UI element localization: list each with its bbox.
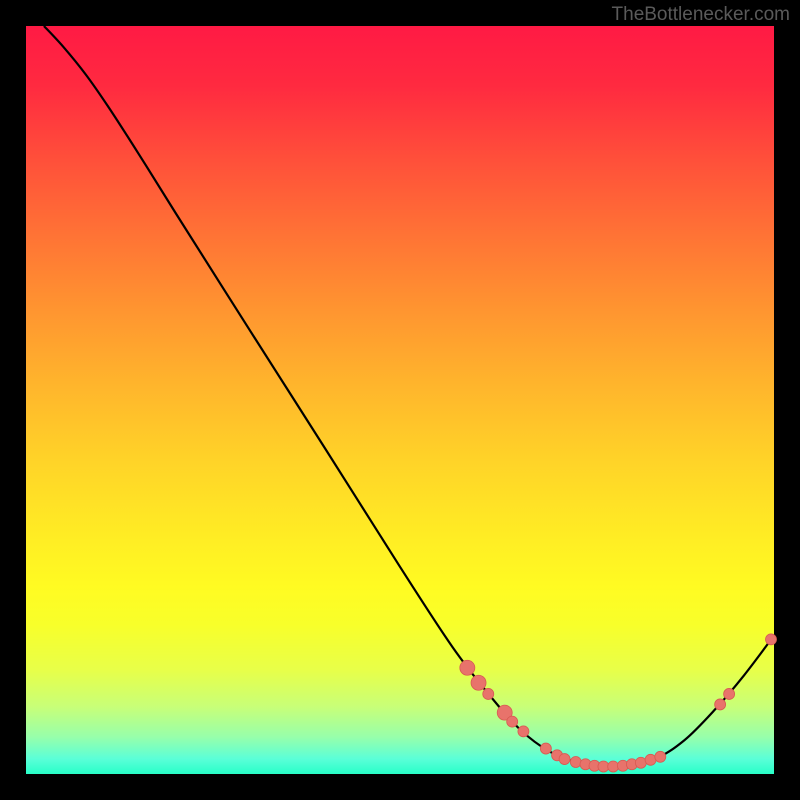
data-marker — [460, 660, 475, 675]
bottleneck-chart: TheBottlenecker.com — [0, 0, 800, 800]
data-marker — [540, 743, 551, 754]
data-marker — [655, 751, 666, 762]
data-marker — [715, 699, 726, 710]
data-marker — [471, 675, 486, 690]
data-marker — [645, 754, 656, 765]
chart-svg — [0, 0, 800, 800]
data-marker — [518, 726, 529, 737]
data-marker — [559, 754, 570, 765]
data-marker — [766, 634, 777, 645]
data-marker — [507, 716, 518, 727]
data-marker — [483, 688, 494, 699]
gradient-background — [26, 26, 774, 774]
data-marker — [570, 757, 581, 768]
watermark-text: TheBottlenecker.com — [612, 4, 790, 26]
data-marker — [724, 688, 735, 699]
data-marker — [635, 757, 646, 768]
data-marker — [608, 761, 619, 772]
